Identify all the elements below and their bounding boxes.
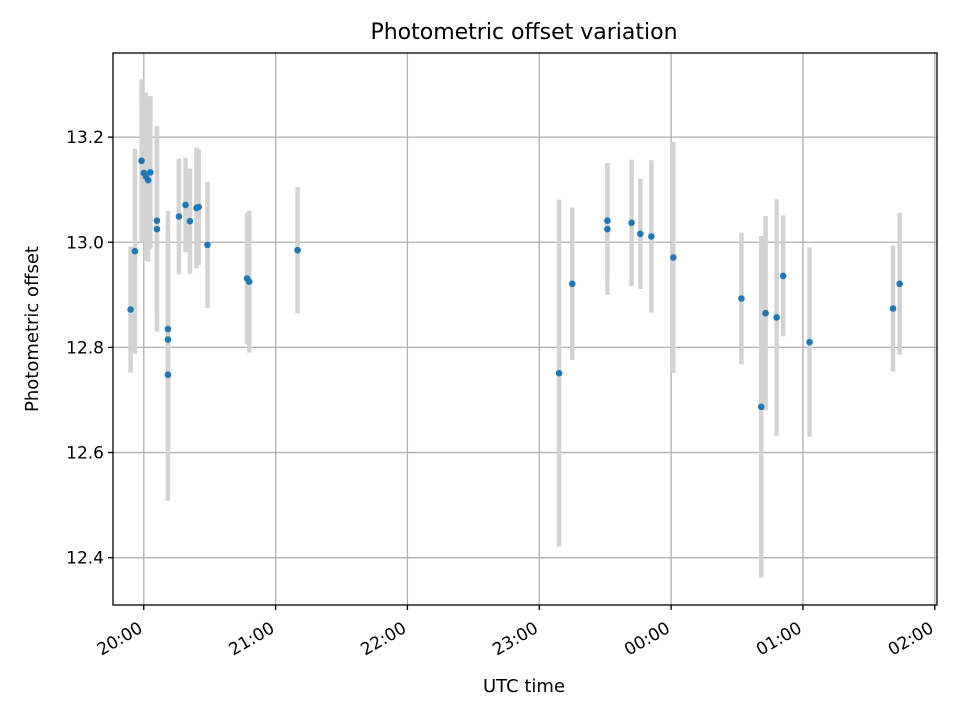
grid [113,53,937,605]
x-tick-label: 02:00 [885,618,937,660]
data-point [670,254,677,261]
data-point [773,314,780,321]
data-point [604,225,611,233]
data-point [204,241,211,249]
chart-title: Photometric offset variation [370,20,677,45]
data-point [164,325,172,333]
data-points [127,157,903,411]
data-point [153,217,161,225]
data-point [896,280,903,288]
data-point [127,306,134,313]
data-point [175,213,183,220]
data-point [147,169,154,176]
x-tick-label: 23:00 [489,618,541,660]
x-tick-label: 22:00 [358,618,410,660]
data-point [294,246,301,254]
data-point [153,225,161,233]
data-point [757,403,765,411]
y-axis-label: Photometric offset [22,246,43,412]
data-point [628,219,635,227]
data-point [164,371,172,379]
plot-frame [112,52,938,606]
data-point [738,295,745,302]
y-tick-label: 13.0 [66,233,104,253]
y-tick-label: 12.4 [66,549,104,569]
data-point [648,233,655,240]
data-point [245,278,253,285]
data-point [131,247,139,255]
data-point [186,217,194,225]
data-point [555,369,563,377]
y-axis-ticks: 12.4 12.6 12.8 13.0 13.2 [66,128,113,569]
x-tick-label: 20:00 [94,618,146,660]
x-tick-label: 01:00 [753,618,805,660]
x-tick-label: 00:00 [621,618,673,660]
y-tick-label: 12.8 [66,338,104,358]
data-point [889,305,897,312]
data-point [806,338,813,346]
data-point [182,201,189,209]
x-axis-ticks: 20:00 21:00 22:00 23:00 00:00 01:00 02:00 [94,605,937,660]
data-point [138,157,145,165]
data-point [164,336,172,343]
data-point [762,309,769,317]
data-point [568,280,576,288]
data-point [637,230,644,238]
data-point [195,203,202,211]
y-tick-label: 13.2 [66,128,104,148]
data-point [779,272,787,280]
x-axis-label: UTC time [483,676,565,697]
data-point [604,217,611,225]
error-bars [128,79,902,578]
y-tick-label: 12.6 [66,444,104,464]
data-point [144,176,152,184]
x-tick-label: 21:00 [226,618,278,660]
